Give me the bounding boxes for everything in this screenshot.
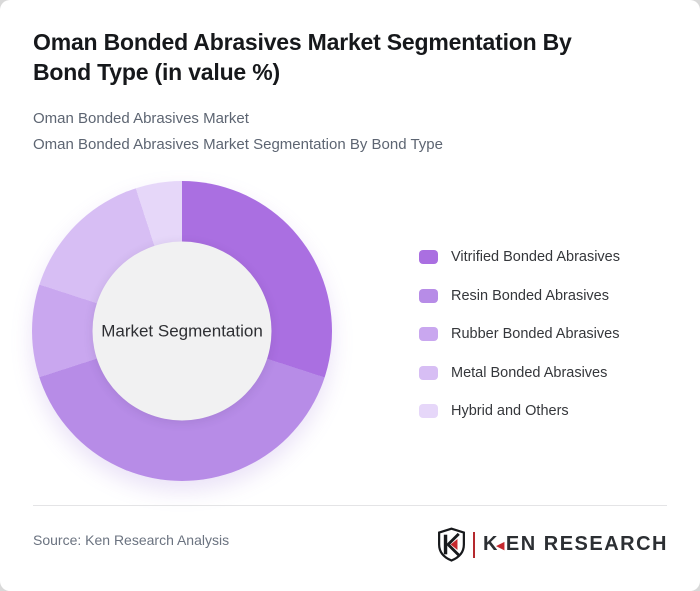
ken-research-logo: K ◀ EN RESEARCH	[437, 527, 668, 562]
subtitle-line-2: Oman Bonded Abrasives Market Segmentatio…	[33, 136, 443, 153]
subtitle-line-1: Oman Bonded Abrasives Market	[33, 110, 249, 127]
donut-center-label: Market Segmentation	[101, 321, 263, 340]
legend-swatch	[419, 327, 438, 341]
legend-item: Rubber Bonded Abrasives	[419, 326, 620, 342]
logo-red-triangle-icon: ◀	[495, 540, 506, 552]
chart-legend: Vitrified Bonded Abrasives Resin Bonded A…	[419, 249, 620, 442]
donut-center: Market Segmentation	[92, 241, 272, 421]
legend-item: Vitrified Bonded Abrasives	[419, 249, 620, 265]
page-title: Oman Bonded Abrasives Market Segmentatio…	[33, 29, 572, 85]
legend-swatch	[419, 404, 438, 418]
footer-divider	[33, 505, 667, 506]
legend-swatch	[419, 250, 438, 264]
logo-letter-k: K	[483, 533, 499, 555]
shield-k-icon	[438, 527, 465, 562]
legend-label: Rubber Bonded Abrasives	[451, 326, 620, 342]
legend-label: Resin Bonded Abrasives	[451, 287, 609, 304]
logo-divider-bar	[473, 531, 475, 558]
logo-brand-rest: EN RESEARCH	[505, 533, 668, 555]
donut-chart: Market Segmentation	[32, 181, 332, 481]
logo-wordmark: K ◀ EN RESEARCH	[483, 533, 668, 556]
legend-label: Hybrid and Others	[451, 403, 569, 419]
legend-item: Hybrid and Others	[419, 403, 620, 419]
source-text: Source: Ken Research Analysis	[33, 532, 230, 548]
legend-item: Resin Bonded Abrasives	[419, 288, 620, 304]
chart-subtitle: Oman Bonded Abrasives Market Oman Bonded…	[33, 106, 443, 158]
legend-item: Metal Bonded Abrasives	[419, 365, 620, 381]
legend-swatch	[419, 288, 438, 303]
legend-swatch	[419, 365, 438, 380]
legend-label: Metal Bonded Abrasives	[451, 364, 608, 381]
legend-label: Vitrified Bonded Abrasives	[451, 249, 621, 265]
